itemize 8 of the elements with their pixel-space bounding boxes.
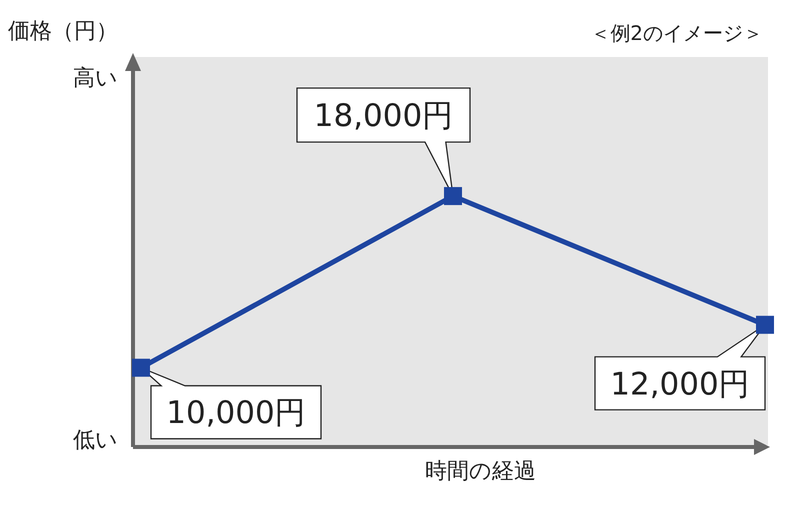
subtitle: ＜例2のイメージ＞	[590, 21, 763, 45]
annotation: 高い	[73, 66, 118, 91]
data-label: 12,000円	[610, 366, 750, 402]
annotation: 価格（円）	[8, 19, 118, 44]
x-label: 時間の経過	[425, 459, 536, 484]
annotation: 低い	[73, 428, 118, 453]
data-label: 18,000円	[314, 98, 454, 134]
data-label: 10,000円	[166, 395, 306, 432]
